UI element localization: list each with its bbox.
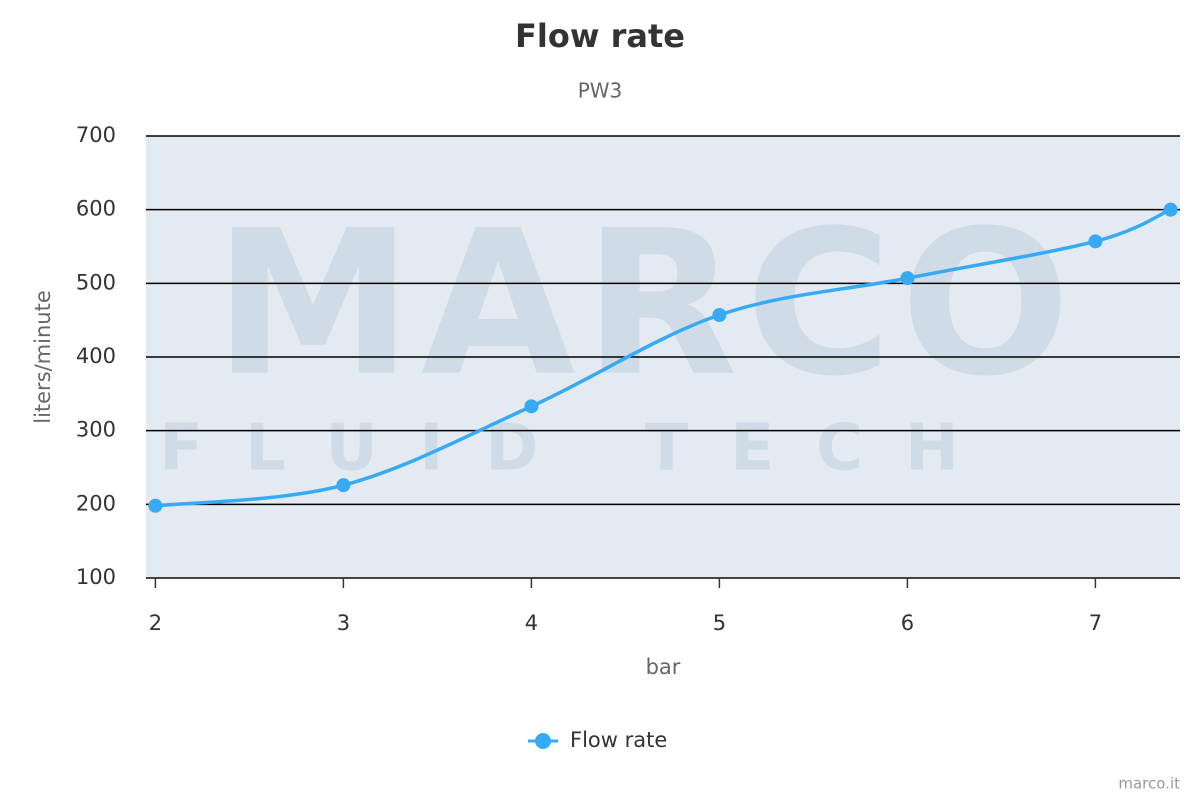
y-tick-label: 200 <box>76 491 116 515</box>
y-tick-label: 100 <box>76 565 116 589</box>
x-tick-label: 3 <box>337 611 350 635</box>
watermark-brand: MARCO <box>214 188 1079 421</box>
y-tick-label: 700 <box>76 123 116 147</box>
data-point <box>900 271 915 286</box>
x-tick-label: 4 <box>525 611 538 635</box>
y-tick-label: 400 <box>76 344 116 368</box>
x-tick-label: 6 <box>901 611 914 635</box>
data-point <box>712 308 727 323</box>
data-point <box>524 399 539 414</box>
data-point <box>148 498 163 513</box>
y-tick-label: 500 <box>76 270 116 294</box>
data-point <box>1163 202 1178 217</box>
watermark-tagline: FLUID TECH <box>159 412 1000 486</box>
data-point <box>1088 234 1103 249</box>
y-axis-label: liters/minute <box>31 290 55 424</box>
y-tick-label: 300 <box>76 418 116 442</box>
x-axis-label: bar <box>646 655 681 679</box>
credit[interactable]: marco.it <box>1118 775 1180 793</box>
x-tick-label: 5 <box>713 611 726 635</box>
data-point <box>336 478 351 493</box>
legend-symbol <box>535 733 551 749</box>
y-tick-label: 600 <box>76 197 116 221</box>
chart-title: Flow rate <box>515 17 685 55</box>
x-tick-label: 2 <box>149 611 162 635</box>
x-tick-label: 7 <box>1089 611 1102 635</box>
legend-label[interactable]: Flow rate <box>570 728 667 752</box>
chart-subtitle: PW3 <box>578 79 623 103</box>
